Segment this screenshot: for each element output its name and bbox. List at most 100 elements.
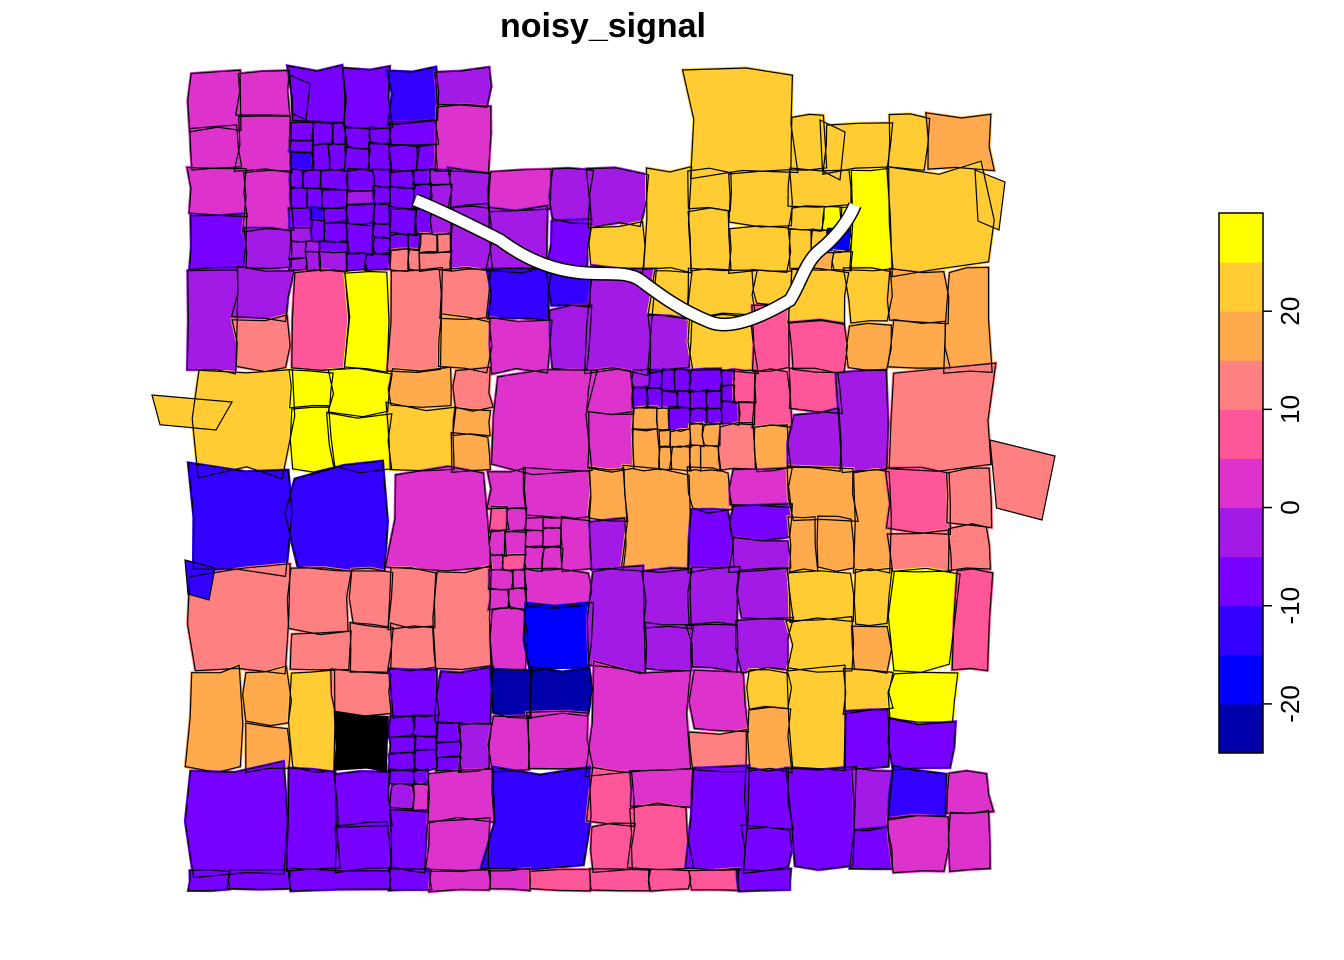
map-region-border: [542, 526, 563, 548]
map-region-border: [389, 782, 415, 810]
map-region: [687, 668, 751, 734]
map-region-border: [747, 705, 793, 774]
map-region: [332, 769, 394, 829]
map-region-border: [689, 388, 709, 411]
map-region: [502, 528, 529, 558]
map-region: [786, 204, 826, 233]
legend-bin: [1219, 703, 1263, 754]
map-region-border: [732, 368, 757, 404]
map-region-border: [343, 145, 371, 173]
map-region-border: [290, 121, 315, 142]
map-region-border: [341, 65, 394, 130]
map-region-border: [943, 266, 993, 374]
map-region-border: [488, 529, 508, 558]
map-region-border: [286, 64, 346, 124]
map-region-border: [330, 668, 392, 721]
map-region: [388, 247, 412, 274]
map-region: [229, 264, 296, 324]
map-region: [386, 365, 453, 409]
map-region: [385, 265, 444, 374]
map-region-border: [751, 368, 793, 429]
map-region: [185, 165, 249, 219]
map-region: [242, 226, 294, 271]
map-region: [528, 868, 593, 893]
map-region-border: [413, 735, 438, 751]
map-region: [456, 721, 494, 774]
map-region: [383, 464, 493, 573]
map-region-border: [790, 113, 828, 171]
map-region: [686, 206, 733, 273]
map-region: [585, 366, 636, 417]
map-region-border: [320, 189, 348, 210]
map-region-border: [388, 186, 415, 211]
map-region-border: [785, 765, 857, 871]
map-region-border: [345, 221, 376, 257]
map-region: [852, 467, 893, 575]
map-region-border: [388, 751, 417, 772]
map-region: [641, 164, 694, 275]
map-region: [232, 114, 294, 175]
map-region-border: [388, 119, 440, 146]
map-region-border: [669, 428, 692, 449]
map-region-border: [385, 401, 457, 472]
map-region-border: [737, 400, 756, 426]
legend-color-bins: [1219, 213, 1263, 754]
map-region-border: [946, 770, 995, 815]
map-region-border: [647, 868, 692, 892]
map-region-border: [343, 270, 390, 373]
map-region: [412, 747, 439, 773]
map-region: [187, 211, 249, 272]
map-region: [363, 251, 392, 273]
map-region: [639, 566, 693, 631]
map-region-border: [490, 368, 598, 476]
map-region: [630, 405, 660, 433]
map-region: [387, 713, 417, 740]
map-region-border: [487, 867, 531, 892]
map-region-border: [887, 814, 950, 874]
map-region: [752, 423, 793, 474]
map-region-border: [853, 567, 893, 627]
legend-bin: [1219, 605, 1263, 656]
map-region: [852, 566, 894, 628]
map-region-border: [887, 765, 948, 821]
map-region-border: [661, 389, 679, 410]
map-region: [451, 405, 493, 438]
map-region: [886, 813, 951, 875]
map-region-border: [151, 394, 233, 431]
map-region-border: [647, 314, 693, 374]
map-region-border: [490, 668, 534, 720]
map-region-border: [386, 66, 440, 126]
map-region: [318, 168, 350, 192]
map-region-border: [736, 868, 792, 892]
map-region-border: [887, 113, 931, 172]
map-region-border: [288, 206, 313, 229]
map-region: [289, 120, 316, 143]
map-region: [423, 816, 492, 874]
map-region: [186, 68, 243, 134]
map-region-border: [720, 400, 741, 426]
map-region: [387, 735, 418, 755]
map-region: [680, 66, 800, 181]
legend-bin: [1219, 458, 1263, 509]
map-region-border: [242, 169, 295, 233]
map-region-border: [787, 570, 855, 623]
map-region: [990, 440, 1055, 520]
map-region: [488, 605, 530, 672]
map-region: [686, 166, 733, 213]
map-region: [735, 867, 793, 893]
legend-bin: [1219, 360, 1263, 410]
map-region: [848, 166, 895, 273]
map-region: [630, 427, 661, 473]
map-region: [290, 75, 310, 120]
map-region: [887, 763, 948, 822]
map-region-border: [743, 766, 795, 831]
map-region: [950, 567, 995, 673]
legend-bin: [1219, 409, 1263, 459]
map-region-border: [389, 207, 418, 237]
map-region: [834, 369, 890, 475]
map-region: [436, 312, 494, 375]
map-region-border: [587, 466, 629, 523]
map-region-border: [345, 252, 368, 272]
map-region-border: [387, 868, 433, 891]
